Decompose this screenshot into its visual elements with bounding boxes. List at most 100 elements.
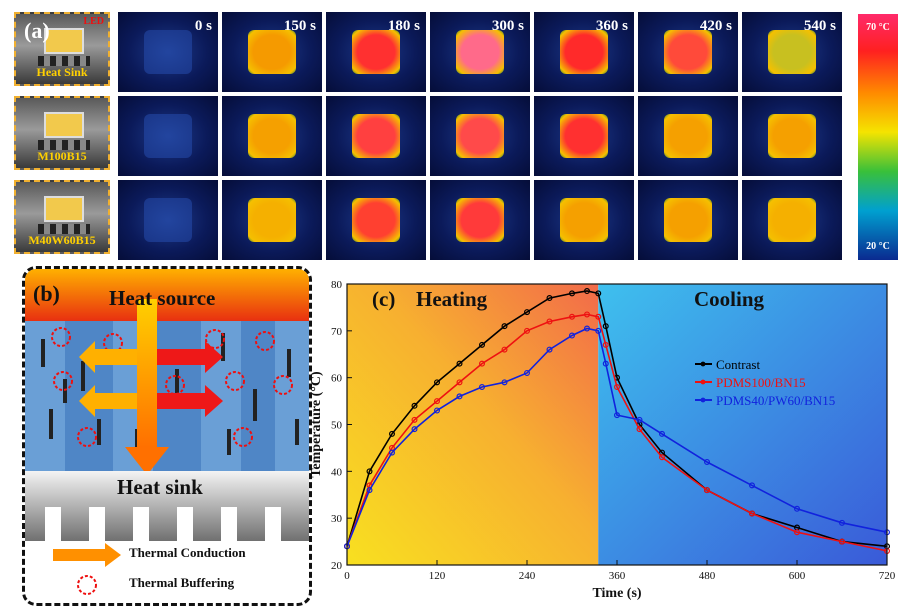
- x-axis-label: Time (s): [592, 586, 641, 601]
- thermal-image: [430, 180, 530, 260]
- hot-spot: [768, 198, 816, 242]
- data-point: [794, 505, 801, 512]
- data-point: [433, 379, 440, 386]
- thermal-image: [222, 180, 322, 260]
- hot-spot: [352, 114, 400, 158]
- time-label: 360 s: [595, 18, 628, 34]
- data-point: [602, 360, 609, 367]
- x-tick-label: 0: [344, 570, 350, 582]
- bn-fillers: [41, 333, 299, 457]
- hot-spot: [144, 114, 192, 158]
- data-point: [584, 288, 591, 295]
- y-tick-label: 70: [331, 326, 343, 338]
- hot-spot: [248, 114, 296, 158]
- y-tick-label: 60: [331, 373, 343, 385]
- data-point: [479, 384, 486, 391]
- thermal-image: [326, 180, 426, 260]
- thermal-image: [742, 96, 842, 176]
- data-point: [704, 458, 711, 465]
- hot-spot: [456, 198, 504, 242]
- hot-spot: [768, 30, 816, 74]
- hot-spot: [456, 30, 504, 74]
- hot-spot: [768, 114, 816, 158]
- time-label: 180 s: [387, 18, 420, 34]
- data-point: [569, 332, 576, 339]
- data-point: [501, 323, 508, 330]
- thermal-image: 300 s: [430, 12, 530, 92]
- heat-sink-label: Heat sink: [117, 475, 203, 499]
- data-point: [456, 393, 463, 400]
- series-line: [346, 327, 888, 547]
- legend-marker: [700, 379, 706, 385]
- hot-spot: [248, 198, 296, 242]
- legend-buffering-label: Thermal Buffering: [129, 575, 235, 590]
- data-point: [595, 290, 602, 297]
- data-point: [794, 529, 801, 536]
- data-point: [584, 311, 591, 318]
- panel-c-chart: (c) Heating Cooling Contrast PDMS100/BN15 PDM…: [310, 279, 896, 601]
- data-point: [366, 487, 373, 494]
- data-point: [501, 346, 508, 353]
- hot-spot: [560, 114, 608, 158]
- thermal-image: 420 s: [638, 12, 738, 92]
- left-conduction-arrow-1: [79, 341, 137, 373]
- thermal-image: 0 s: [118, 12, 218, 92]
- hot-spot: [664, 30, 712, 74]
- thermal-image: [118, 96, 218, 176]
- data-point: [479, 341, 486, 348]
- data-point: [546, 318, 553, 325]
- right-conduction-arrow-2: [157, 385, 223, 417]
- x-tick-label: 360: [609, 570, 626, 582]
- y-axis-label: Temperature (°C): [310, 371, 324, 478]
- thermal-image: 150 s: [222, 12, 322, 92]
- data-point: [704, 487, 711, 494]
- panel-b: (b) Heat source Heat sink Thermal Conduc…: [22, 266, 312, 606]
- data-point: [411, 416, 418, 423]
- data-point: [595, 313, 602, 320]
- hot-spot: [560, 198, 608, 242]
- sample-photo-label: Heat Sink: [36, 65, 88, 79]
- legend-marker: [700, 361, 706, 367]
- data-point: [602, 323, 609, 330]
- sample-photo-label: M100B15: [37, 149, 87, 163]
- sample-photo: Heat Sink LED: [14, 12, 110, 86]
- panel-b-diagram: [25, 269, 309, 595]
- panel-a-label: (a): [24, 18, 50, 43]
- x-tick-label: 480: [699, 570, 716, 582]
- thermal-image: [534, 96, 634, 176]
- thermal-buffering-circles: [51, 327, 293, 447]
- data-point: [411, 426, 418, 433]
- thermal-image: 360 s: [534, 12, 634, 92]
- thermal-image: [742, 180, 842, 260]
- data-point: [479, 360, 486, 367]
- data-point: [595, 327, 602, 334]
- data-point: [456, 360, 463, 367]
- time-label: 300 s: [491, 18, 524, 34]
- hot-spot: [144, 30, 192, 74]
- x-tick-label: 600: [789, 570, 806, 582]
- heat-sink-layer: [25, 471, 309, 541]
- y-tick-label: 20: [331, 560, 343, 572]
- vertical-conduction-arrow: [137, 299, 157, 447]
- time-label: 420 s: [699, 18, 732, 34]
- data-point: [749, 482, 756, 489]
- x-tick-label: 240: [519, 570, 536, 582]
- time-label: 150 s: [283, 18, 316, 34]
- data-point: [636, 426, 643, 433]
- data-point: [614, 412, 621, 419]
- data-point: [366, 468, 373, 475]
- thermal-image: [430, 96, 530, 176]
- sample-photo-label: M40W60B15: [28, 233, 96, 247]
- x-tick-label: 720: [879, 570, 896, 582]
- data-point: [524, 327, 531, 334]
- data-point: [388, 430, 395, 437]
- data-point: [838, 538, 845, 545]
- thermal-image: 540 s: [742, 12, 842, 92]
- legend-label: PDMS100/BN15: [716, 375, 806, 390]
- series-line: [346, 313, 888, 552]
- legend-label: Contrast: [716, 357, 760, 372]
- colorbar-max-label: 70 °C: [866, 22, 890, 33]
- data-point: [524, 309, 531, 316]
- data-point: [602, 341, 609, 348]
- time-label: 0 s: [194, 18, 212, 34]
